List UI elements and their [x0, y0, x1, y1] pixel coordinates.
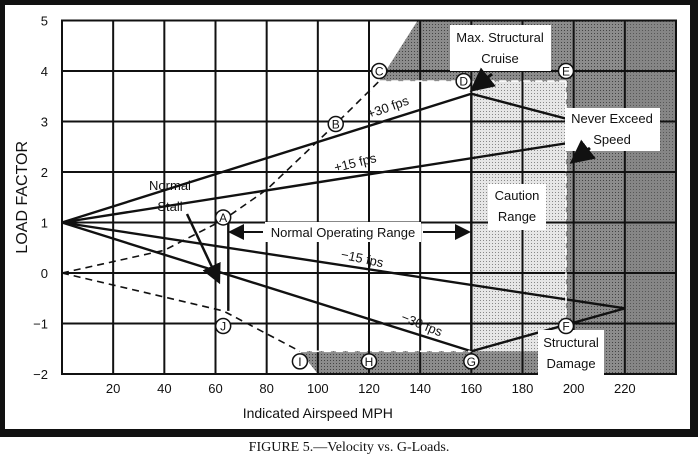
point-label-h: H [365, 355, 374, 369]
point-marker-e [557, 62, 575, 80]
normal-stall-label: Normal [149, 178, 191, 193]
plot-border [61, 19, 677, 375]
y-tick-label: 0 [41, 266, 48, 281]
operating-range-label-box [265, 222, 421, 242]
x-axis-label: Indicated Airspeed MPH [243, 405, 393, 421]
point-marker-d [455, 72, 472, 90]
caution-range-label: Range [498, 209, 536, 224]
y-tick-label: −1 [33, 317, 48, 332]
never-exceed-label: Never Exceed [571, 111, 653, 126]
point-label-e: E [562, 65, 570, 79]
never-exceed-label: Speed [593, 132, 631, 147]
y-tick-label: 2 [41, 165, 48, 180]
y-tick-label: 4 [41, 64, 48, 79]
y-tick-label: 3 [41, 115, 48, 130]
gust-label-plus-30: +30 fps [365, 93, 411, 122]
never-exceed-arrow [569, 139, 596, 164]
structural-damage-label-box [538, 330, 604, 376]
x-tick-label: 200 [563, 381, 585, 396]
point-label-j: J [220, 320, 226, 334]
series--15-fps [61, 221, 626, 310]
series-negative-stall [61, 272, 301, 352]
caution-range-label: Caution [495, 188, 540, 203]
region-structural-damage-bottom [299, 351, 566, 374]
vg-diagram: 20 40 60 80 100 120 140 160 180 200 220 5 4 3 2 1 0 −1 −2 I… [14, 14, 677, 421]
point-marker-f [557, 317, 575, 335]
max-cruise-arrow [469, 67, 496, 92]
x-tick-label: 80 [259, 381, 273, 396]
x-tick-label: 20 [106, 381, 120, 396]
point-marker-c [370, 62, 388, 80]
structural-damage-label: Structural [543, 335, 599, 350]
max-structural-cruise-label: Max. Structural [456, 30, 544, 45]
normal-stall-label: Stall [157, 199, 182, 214]
y-tick-label: 5 [41, 14, 48, 29]
y-axis-label: LOAD FACTOR [14, 141, 31, 254]
normal-operating-range-label: Normal Operating Range [271, 225, 416, 240]
series-positive-stall [61, 80, 380, 274]
figure-caption: FIGURE 5.—Velocity vs. G-Loads. [248, 440, 450, 455]
x-tick-label: 140 [409, 381, 431, 396]
point-label-f: F [562, 320, 569, 334]
point-marker-a [214, 209, 232, 226]
max-cruise-label-box [450, 25, 551, 71]
x-tick-label: 160 [460, 381, 482, 396]
x-tick-label: 180 [512, 381, 534, 396]
point-marker-j [214, 317, 232, 335]
y-tick-label: 1 [41, 216, 48, 231]
point-label-g: G [467, 355, 476, 369]
point-label-i: I [298, 355, 301, 369]
caution-label-box [488, 184, 546, 230]
region-darker-band [624, 20, 676, 374]
normal-stall-arrow [185, 213, 221, 285]
structural-damage-label: Damage [546, 356, 595, 371]
point-label-b: B [332, 118, 340, 132]
point-marker-i [291, 353, 309, 370]
max-structural-cruise-label: Cruise [481, 51, 519, 66]
point-label-c: C [375, 65, 384, 79]
point-label-d: D [459, 75, 468, 89]
y-tick-label: −2 [33, 367, 48, 382]
series--15-fps [61, 132, 626, 224]
x-tick-label: 220 [614, 381, 636, 396]
x-tick-label: 120 [358, 381, 380, 396]
point-marker-b [327, 115, 344, 133]
point-marker-h [360, 353, 378, 370]
x-tick-label: 60 [208, 381, 222, 396]
x-tick-label: 40 [157, 381, 171, 396]
point-label-a: A [219, 211, 227, 225]
x-tick-label: 100 [307, 381, 329, 396]
point-marker-g [463, 353, 480, 370]
